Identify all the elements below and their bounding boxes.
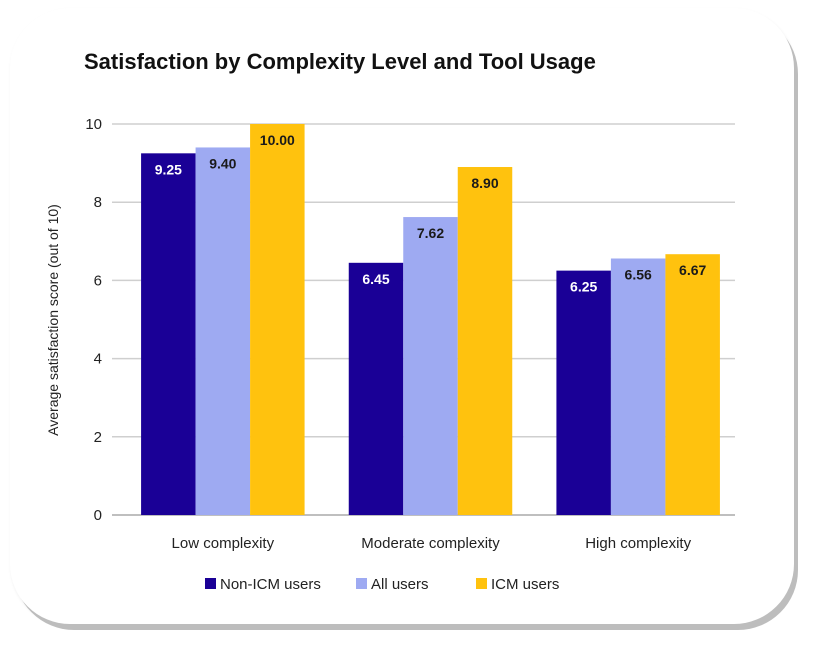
legend-label: ICM users [491,576,559,593]
legend-swatch [476,578,487,589]
x-tick-label: Moderate complexity [361,535,500,552]
data-label: 9.40 [209,155,236,171]
data-label: 7.62 [417,225,444,241]
legend-swatch [205,578,216,589]
bar [348,262,404,515]
y-tick-label: 10 [85,116,102,133]
chart-title: Satisfaction by Complexity Level and Too… [84,49,596,74]
bar [195,147,251,515]
bar [665,254,720,515]
legend-swatch [356,578,367,589]
bar [141,153,196,515]
data-label: 6.67 [679,262,706,278]
bar [610,258,666,515]
y-tick-label: 2 [94,429,102,446]
data-label: 6.56 [625,267,652,283]
legend-item: All users [356,576,429,593]
bar [556,270,611,515]
legend-label: All users [371,576,429,593]
legend-item: Non-ICM users [205,576,321,593]
y-tick-label: 0 [94,507,102,524]
bar [250,124,305,515]
data-label: 8.90 [471,175,498,191]
y-tick-label: 4 [94,351,102,368]
data-label: 6.25 [570,279,597,295]
bar [457,167,513,515]
y-axis-label: Average satisfaction score (out of 10) [45,204,61,436]
data-label: 10.00 [260,132,295,148]
data-label: 6.45 [362,271,389,287]
data-label: 9.25 [155,161,182,177]
bar [403,217,458,516]
y-tick-label: 6 [94,272,102,289]
legend-label: Non-ICM users [220,576,321,593]
legend-item: ICM users [476,576,559,593]
y-tick-label: 8 [94,194,102,211]
x-tick-label: Low complexity [172,535,275,552]
x-tick-label: High complexity [585,535,691,552]
